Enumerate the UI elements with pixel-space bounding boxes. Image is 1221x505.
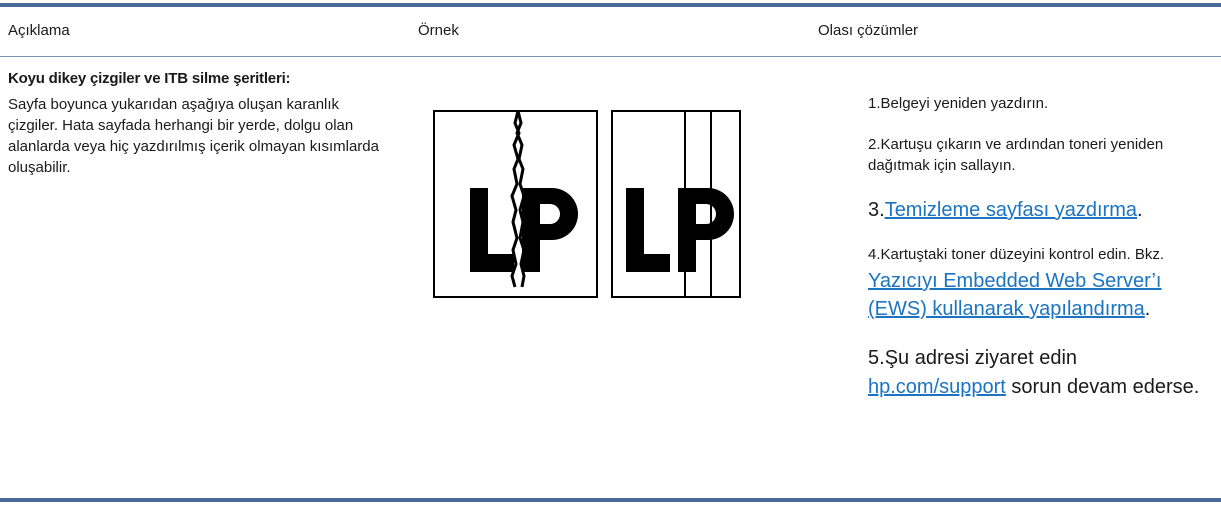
item-text: . <box>1136 199 1143 221</box>
link[interactable]: hp.com/support <box>868 376 1006 398</box>
item-text: Kartuştaki toner düzeyini kontrol edin. … <box>880 246 1164 263</box>
column-header: Olası çözümler <box>818 22 919 39</box>
solutions-list: 1.Belgeyi yeniden yazdırın. 2.Kartuşu çık… <box>818 93 1213 418</box>
column-header: Örnek <box>418 22 459 39</box>
item-number: 3. <box>868 199 885 221</box>
item-text: sorun devam ederse. <box>1005 376 1200 398</box>
example-image <box>433 110 741 298</box>
table-top-border <box>0 3 1221 7</box>
item-number: 1. <box>868 95 881 112</box>
link[interactable]: Temizleme sayfası yazdırma <box>884 199 1137 221</box>
item-text: . <box>1144 298 1151 320</box>
solution-item: 1.Belgeyi yeniden yazdırın. <box>818 93 1213 114</box>
description-text: Sayfa boyunca yukarıdan aşağıya oluşan k… <box>8 96 379 176</box>
solution-item: 2.Kartuşu çıkarın ve ardından toneri yen… <box>818 134 1213 176</box>
solution-item: 4.Kartuştaki toner düzeyini kontrol edin… <box>818 241 1213 324</box>
table-bottom-border <box>0 498 1221 502</box>
item-text: Belgeyi yeniden yazdırın. <box>880 95 1049 112</box>
item-number: 5. <box>868 347 885 369</box>
link[interactable]: Yazıcıyı Embedded Web Server’ı (EWS) kul… <box>868 270 1162 320</box>
item-number: 2. <box>868 136 881 153</box>
solution-item: 5.Şu adresi ziyaret edin hp.com/support … <box>818 344 1213 402</box>
item-text: Şu adresi ziyaret edin <box>884 347 1078 369</box>
header-divider <box>0 56 1221 57</box>
item-text: Kartuşu çıkarın ve ardından toneri yenid… <box>868 136 1164 174</box>
solution-item: 3.Temizleme sayfası yazdırma. <box>818 196 1213 225</box>
description-title: Koyu dikey çizgiler ve ITB silme şeritle… <box>8 70 291 87</box>
column-header: Açıklama <box>8 22 70 39</box>
item-number: 4. <box>868 246 881 263</box>
